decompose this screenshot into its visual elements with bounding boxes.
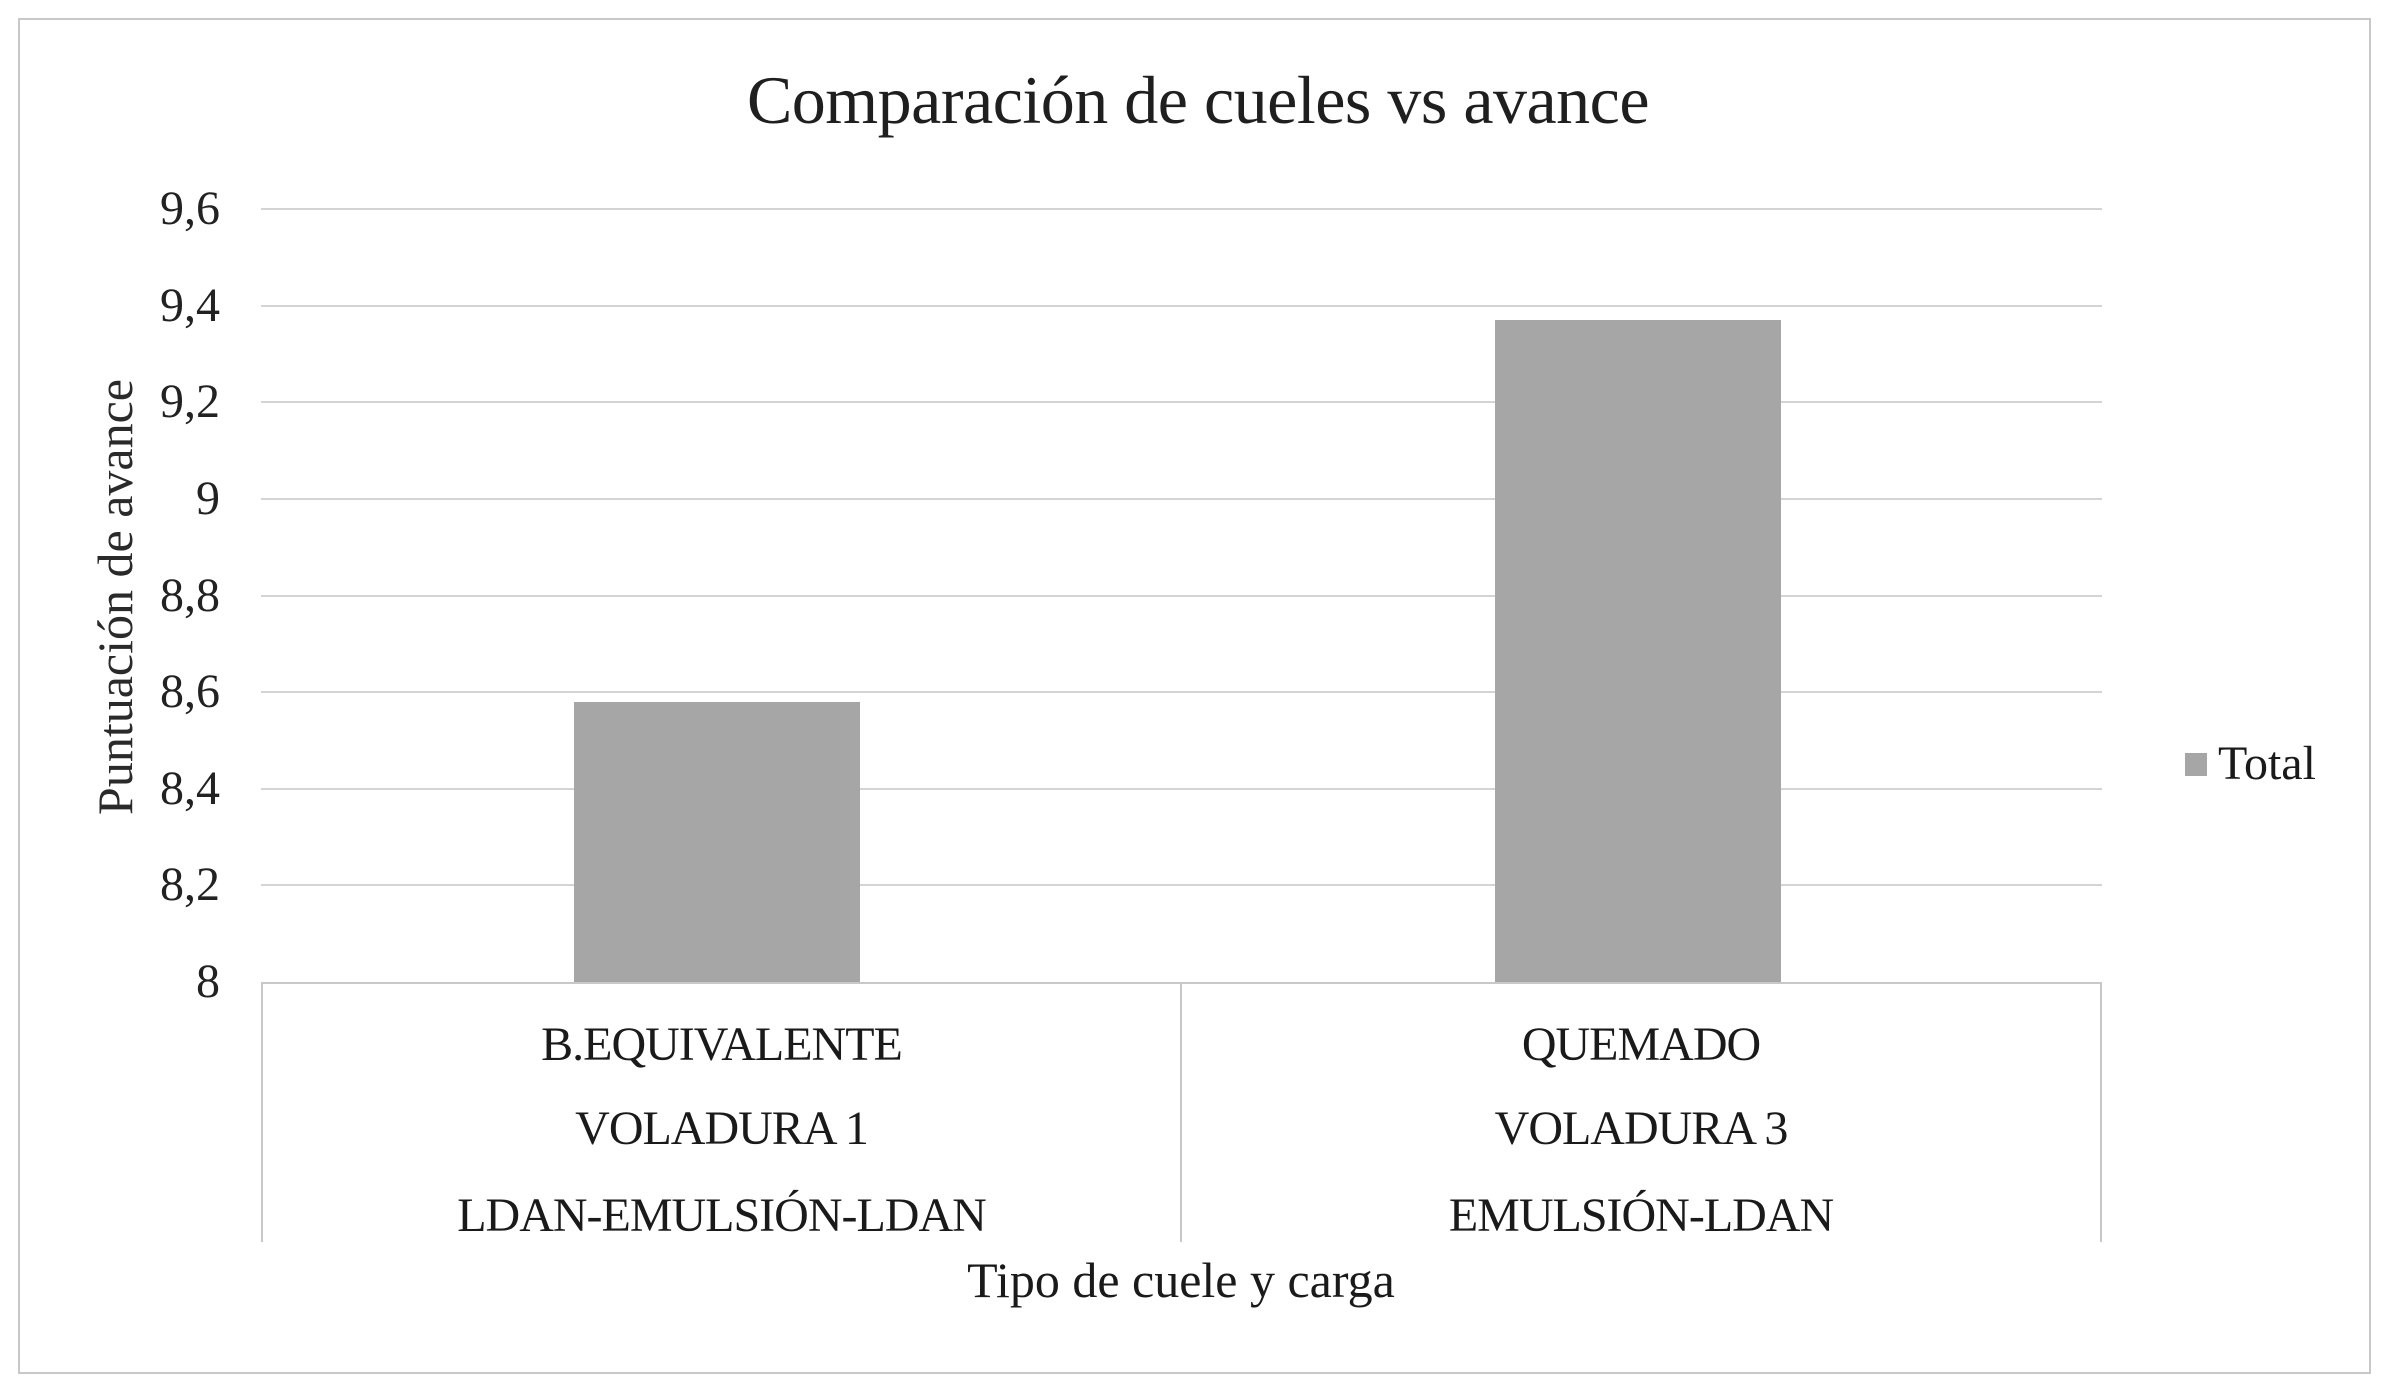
category-2-line-1: QUEMADO [1521, 1018, 1761, 1071]
plot-area [261, 208, 2102, 982]
category-cell-2: QUEMADO VOLADURA 3 EMULSIÓN-LDAN [1182, 984, 2102, 1242]
gridline [261, 884, 2102, 887]
y-tick-label: 9,6 [160, 182, 220, 235]
gridline [261, 691, 2102, 694]
legend-label: Total [2218, 737, 2316, 790]
bar [1494, 320, 1781, 982]
category-1-line-2: VOLADURA 1 [575, 1102, 869, 1155]
gridline [261, 401, 2102, 404]
y-tick-label: 8,8 [160, 568, 220, 622]
category-2-line-2: VOLADURA 3 [1494, 1102, 1789, 1155]
category-axis: B.EQUIVALENTE VOLADURA 1 LDAN-EMULSIÓN-L… [261, 982, 2102, 1242]
chart-title: Comparación de cueles vs avance [746, 62, 1650, 138]
legend-swatch-icon [2185, 752, 2207, 776]
gridline [261, 304, 2102, 307]
bar [574, 701, 861, 982]
y-tick-label: 9,2 [160, 375, 220, 429]
category-1-line-3: LDAN-EMULSIÓN-LDAN [457, 1189, 987, 1242]
gridline [261, 497, 2102, 500]
legend: Total [2185, 737, 2316, 790]
y-tick-label: 9,4 [160, 278, 220, 332]
y-tick-label: 8 [196, 955, 220, 1008]
y-tick-label: 8,4 [160, 761, 220, 815]
x-axis-title: Tipo de cuele y carga [967, 1252, 1395, 1308]
gridline [261, 208, 2102, 210]
gridline [261, 594, 2102, 597]
category-cell-1: B.EQUIVALENTE VOLADURA 1 LDAN-EMULSIÓN-L… [261, 984, 1182, 1242]
category-1-line-1: B.EQUIVALENTE [541, 1018, 903, 1071]
chart-frame [18, 18, 2371, 1374]
y-tick-label: 9 [196, 471, 220, 525]
y-tick-label: 8,2 [160, 858, 220, 912]
category-2-line-3: EMULSIÓN-LDAN [1448, 1189, 1834, 1242]
gridline [261, 787, 2102, 790]
y-tick-label: 8,6 [160, 665, 220, 719]
